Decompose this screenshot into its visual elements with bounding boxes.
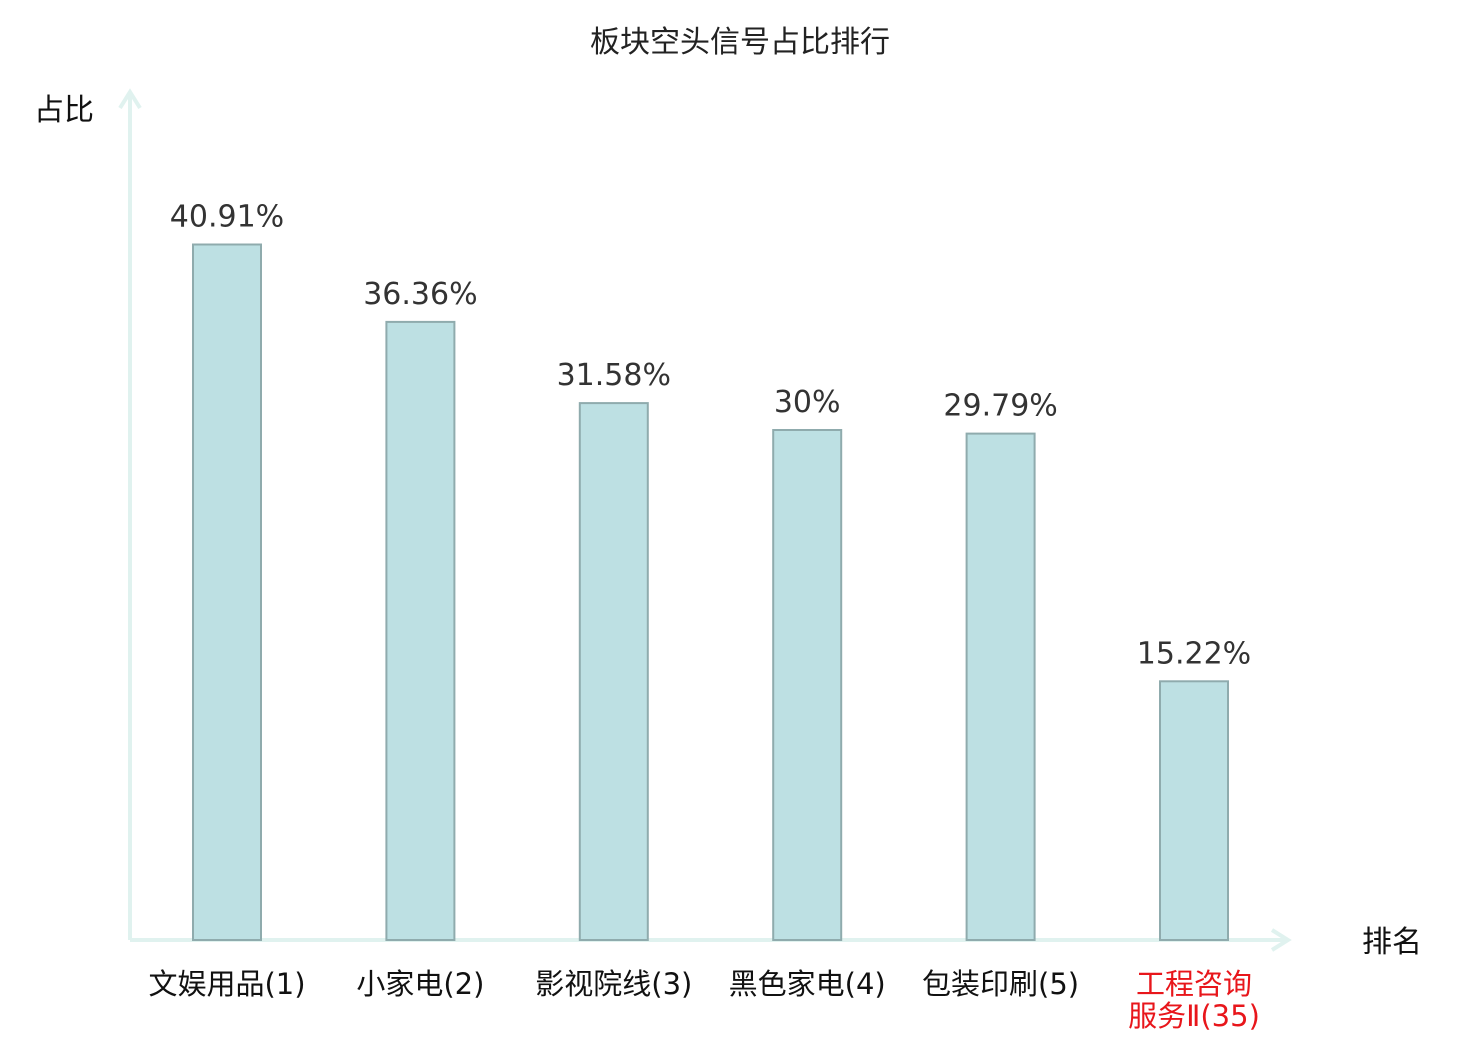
value-label-5: 29.79% [943, 389, 1057, 424]
bars-group [192, 243, 1229, 942]
bar-6 [1159, 680, 1229, 941]
category-label-1: 文娱用品(1) [148, 967, 305, 1001]
value-labels-group: 40.91% 36.36% 31.58% 30% 29.79% 15.22% [170, 200, 1251, 672]
bar-3 [578, 402, 649, 942]
bar-5 [965, 432, 1036, 941]
category-label-4: 黑色家电(4) [729, 967, 886, 1001]
value-label-2: 36.36% [363, 277, 477, 312]
category-label-3: 影视院线(3) [535, 967, 692, 1001]
bar-1 [192, 243, 262, 941]
category-label-5: 包装印刷(5) [922, 967, 1079, 1001]
value-label-1: 40.91% [170, 200, 284, 235]
y-axis [118, 88, 142, 940]
bar-2 [385, 320, 456, 941]
value-label-6: 15.22% [1137, 636, 1251, 671]
category-label-6-line-1: 工程咨询 [1136, 967, 1252, 1001]
y-axis-label: 占比 [34, 93, 94, 128]
y-axis-arrow-icon [118, 88, 142, 110]
chart-title: 板块空头信号占比排行 [590, 25, 890, 60]
value-label-4: 30% [774, 385, 841, 420]
x-axis-label: 排名 [1362, 925, 1422, 960]
x-axis-arrow-icon [1270, 928, 1292, 952]
x-axis [130, 928, 1292, 952]
category-label-2: 小家电(2) [356, 967, 484, 1001]
category-labels-group: 文娱用品(1) 小家电(2) 影视院线(3) 黑色家电(4) 包装印刷(5) 工程咨询服务… [148, 967, 1259, 1033]
value-label-3: 31.58% [557, 358, 671, 393]
category-label-6-line-2: 服务Ⅱ(35) [1128, 999, 1260, 1033]
bar-4 [772, 429, 843, 941]
